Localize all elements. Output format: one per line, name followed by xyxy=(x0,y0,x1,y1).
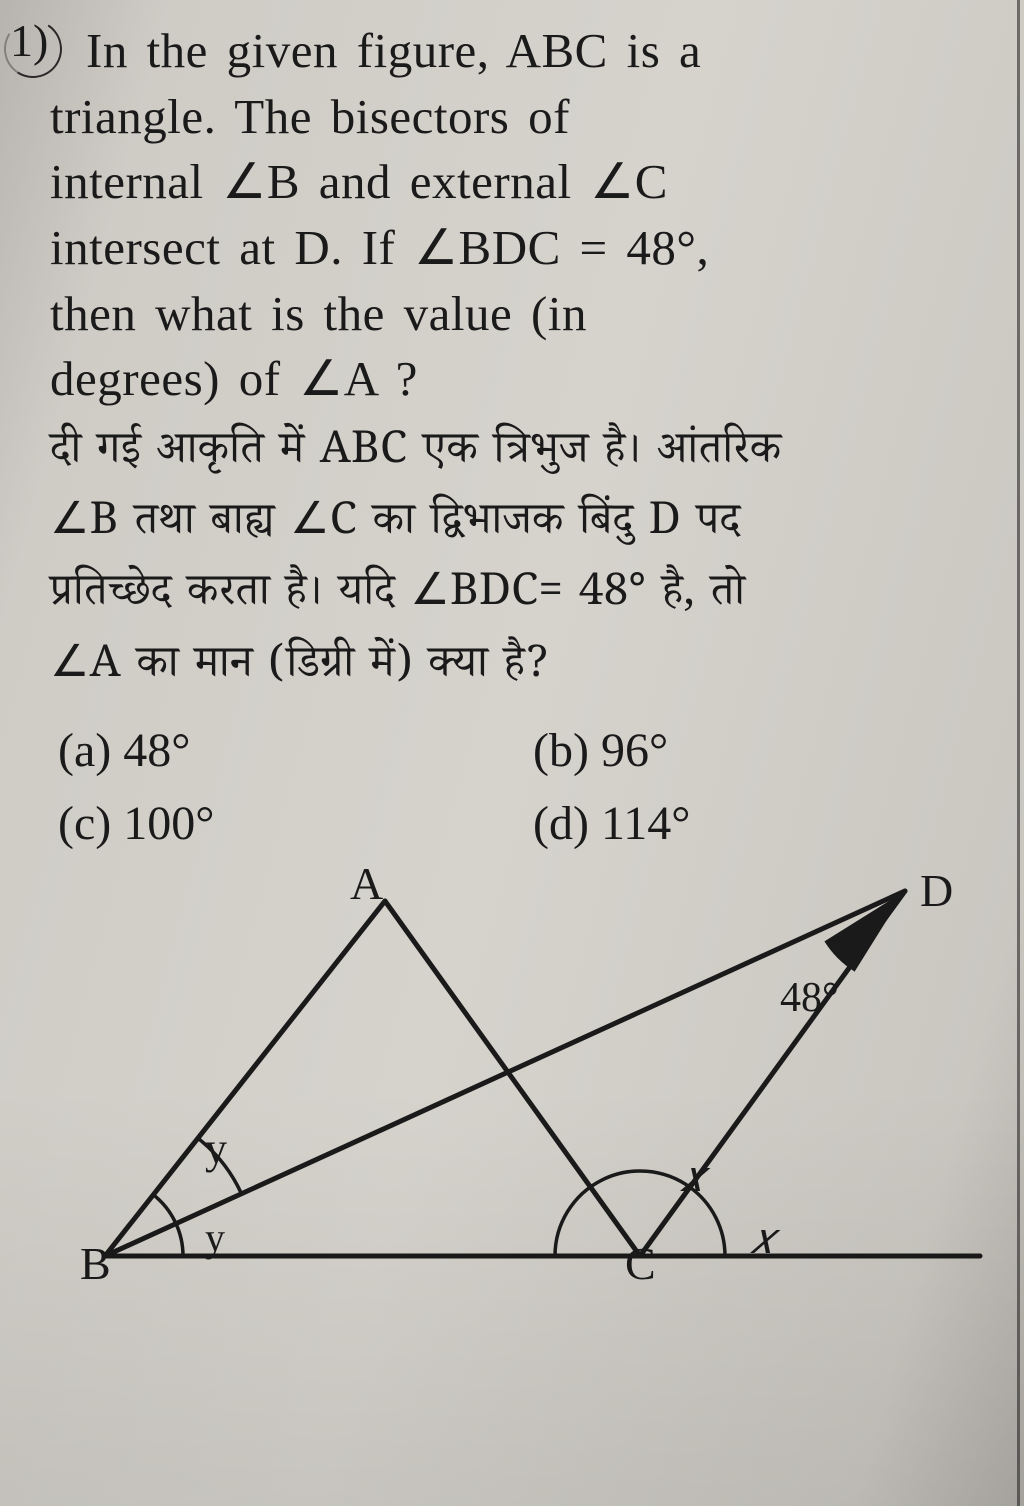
english-line: intersect at D. If ∠BDC = 48°, xyxy=(50,215,988,281)
question-number: 1) xyxy=(10,14,48,67)
english-line: triangle. The bisectors of xyxy=(50,84,988,150)
svg-text:C: C xyxy=(625,1238,656,1281)
svg-text:48°: 48° xyxy=(780,975,839,1021)
options-grid: (a) 48° (b) 96° (c) 100° (d) 114° xyxy=(50,723,988,851)
question-number-text: 1) xyxy=(10,15,48,66)
option-d[interactable]: (d) 114° xyxy=(533,796,988,851)
svg-text:D: D xyxy=(920,865,953,916)
english-line: degrees) of ∠A ? xyxy=(50,346,988,412)
figure-svg: ABCD48°yy𝑥𝑥 xyxy=(50,861,990,1281)
svg-text:B: B xyxy=(80,1238,111,1281)
option-a[interactable]: (a) 48° xyxy=(58,723,513,778)
svg-text:y: y xyxy=(205,1124,227,1173)
geometry-figure: ABCD48°yy𝑥𝑥 xyxy=(50,861,990,1281)
question-english: In the given figure, ABC is a triangle. … xyxy=(50,18,988,412)
hindi-line: दी गई आकृति में ABC एक त्रिभुज है। आंतरि… xyxy=(50,420,988,491)
hindi-line: ∠B तथा बाह्य ∠C का द्विभाजक बिंदु D पद xyxy=(50,491,988,562)
english-line: internal ∠B and external ∠C xyxy=(50,149,988,215)
english-line: then what is the value (in xyxy=(50,281,988,347)
english-line: In the given figure, ABC is a xyxy=(86,18,988,84)
page: 1) In the given figure, ABC is a triangl… xyxy=(0,0,1024,1506)
hindi-line: ∠A का मान (डिग्री में) क्या है? xyxy=(50,634,988,705)
svg-text:𝑥: 𝑥 xyxy=(680,1152,711,1201)
option-b[interactable]: (b) 96° xyxy=(533,723,988,778)
option-c[interactable]: (c) 100° xyxy=(58,796,513,851)
question-hindi: दी गई आकृति में ABC एक त्रिभुज है। आंतरि… xyxy=(50,420,988,705)
page-border-right xyxy=(1017,0,1020,1506)
hindi-line: प्रतिच्छेद करता है। यदि ∠BDC= 48° है, तो xyxy=(50,562,988,633)
svg-text:A: A xyxy=(350,861,383,909)
svg-text:y: y xyxy=(205,1215,225,1260)
